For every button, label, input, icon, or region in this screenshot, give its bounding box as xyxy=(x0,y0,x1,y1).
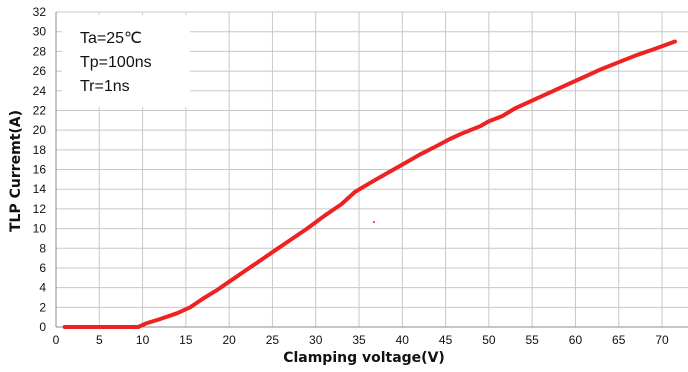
x-tick-label: 10 xyxy=(136,333,150,347)
y-tick-label: 12 xyxy=(33,202,47,216)
annotation-temperature: Ta=25℃ xyxy=(80,30,142,47)
annotation-rise-time: Tr=1ns xyxy=(80,78,130,95)
y-tick-label: 8 xyxy=(39,241,46,255)
y-tick-label: 30 xyxy=(33,25,47,39)
y-tick-label: 20 xyxy=(33,123,47,137)
x-tick-label: 20 xyxy=(222,333,236,347)
x-tick-label: 60 xyxy=(569,333,583,347)
x-tick-label: 30 xyxy=(309,333,323,347)
y-tick-label: 24 xyxy=(33,84,47,98)
x-tick-label: 0 xyxy=(53,333,60,347)
stray-dot xyxy=(373,221,375,223)
y-tick-label: 16 xyxy=(33,163,47,177)
y-tick-label: 2 xyxy=(39,300,46,314)
y-tick-label: 28 xyxy=(33,44,47,58)
annotation-pulse-width: Tp=100ns xyxy=(80,54,152,71)
x-tick-labels: 0 5 10 15 20 25 30 35 40 45 50 55 60 65 70 xyxy=(53,333,669,347)
series-line-0 xyxy=(62,39,677,329)
x-tick-label: 70 xyxy=(655,333,669,347)
y-axis-title: TLP Curremt(A) xyxy=(8,110,24,232)
annotation-background xyxy=(62,15,190,107)
y-tick-label: 4 xyxy=(39,281,46,295)
y-tick-label: 0 xyxy=(39,320,46,334)
axes xyxy=(55,12,688,328)
y-tick-label: 10 xyxy=(33,222,47,236)
x-tick-label: 5 xyxy=(96,333,103,347)
y-tick-label: 14 xyxy=(33,182,47,196)
y-tick-label: 26 xyxy=(33,64,47,78)
annotation-box: Ta=25℃ Tp=100ns Tr=1ns xyxy=(62,15,190,107)
x-tick-label: 50 xyxy=(482,333,496,347)
x-tick-label: 15 xyxy=(179,333,193,347)
x-tick-label: 35 xyxy=(352,333,366,347)
y-tick-label: 18 xyxy=(33,143,47,157)
series-group xyxy=(62,39,677,329)
x-tick-label: 40 xyxy=(396,333,410,347)
x-tick-label: 65 xyxy=(612,333,626,347)
x-axis-title: Clamping voltage(V) xyxy=(283,350,445,366)
y-tick-label: 32 xyxy=(33,5,47,19)
y-tick-label: 22 xyxy=(33,103,47,117)
x-tick-label: 55 xyxy=(525,333,539,347)
x-tick-label: 25 xyxy=(266,333,280,347)
y-tick-label: 6 xyxy=(39,261,46,275)
x-tick-label: 45 xyxy=(439,333,453,347)
